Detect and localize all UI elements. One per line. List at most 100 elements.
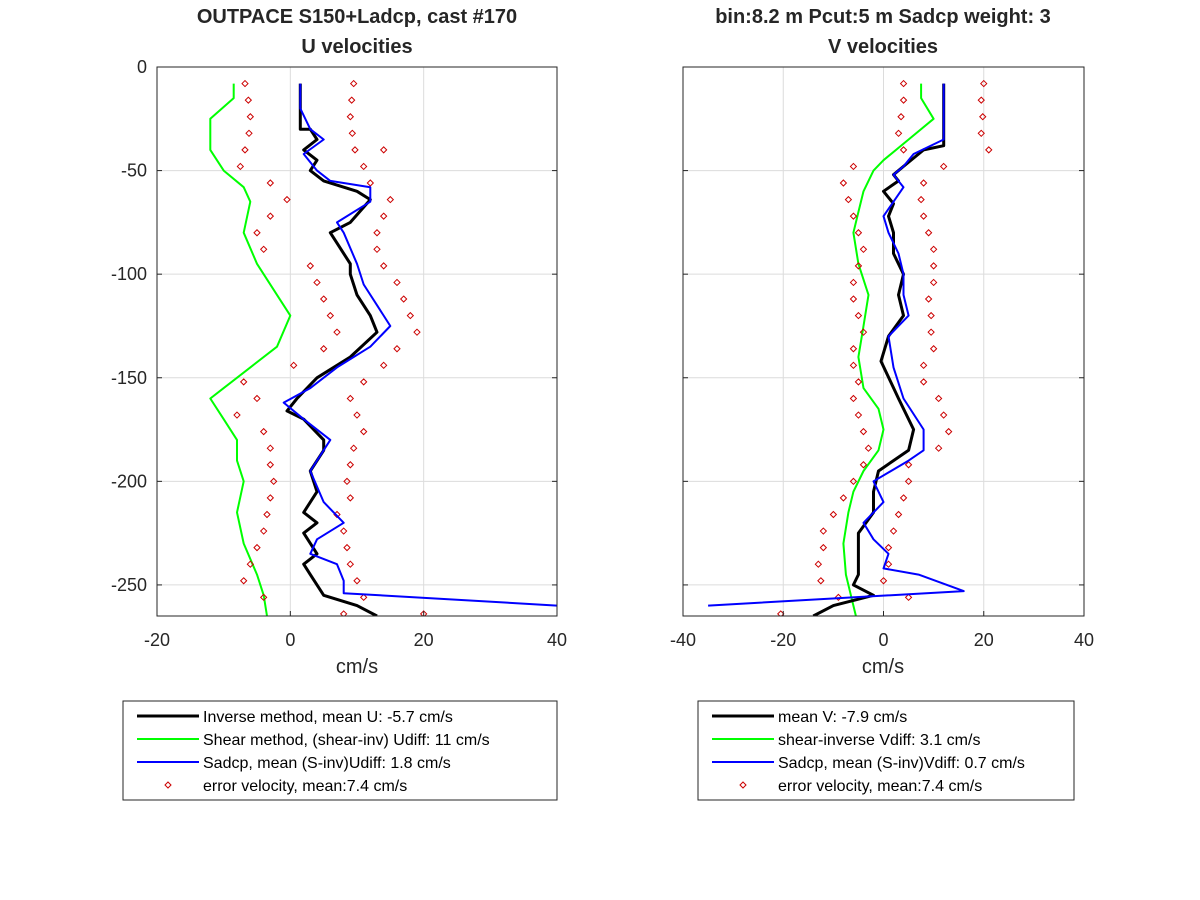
v-error-marker	[844, 195, 853, 204]
u-error-marker	[373, 245, 381, 254]
v-legend-label-0: mean V: -7.9 cm/s	[778, 709, 907, 726]
v-error-marker	[864, 444, 873, 452]
u-y-tick-label: -250	[111, 575, 147, 595]
u-error-marker	[259, 427, 268, 436]
u-error-marker	[379, 361, 388, 370]
u-error-marker	[266, 179, 275, 187]
u-error-marker	[241, 146, 249, 154]
u-error-marker	[326, 311, 335, 320]
u-error-marker	[266, 461, 275, 469]
u-error-marker	[253, 229, 261, 237]
u-error-marker	[339, 610, 348, 616]
v-error-marker	[894, 510, 903, 519]
v-error-marker	[939, 411, 948, 419]
u-x-tick-label: 40	[547, 630, 567, 650]
u-error-marker	[348, 129, 357, 138]
v-error-marker	[854, 378, 863, 386]
u-error-marker	[359, 162, 368, 171]
v-title-line2: V velocities	[828, 36, 938, 58]
u-y-tick-label: -50	[121, 161, 147, 181]
v-legend: mean V: -7.9 cm/s shear-inverse Vdiff: 3.…	[697, 700, 1075, 801]
v-error-marker	[819, 527, 828, 535]
v-legend-label-1: shear-inverse Vdiff: 3.1 cm/s	[778, 732, 980, 749]
v-error-marker	[854, 311, 863, 320]
u-title-line2: U velocities	[301, 36, 412, 58]
v-error-marker	[934, 394, 943, 403]
u-error-marker	[319, 345, 328, 353]
u-x-tick-label: 20	[414, 630, 434, 650]
u-error-marker	[353, 411, 361, 419]
u-error-marker	[333, 328, 341, 336]
u-series-line-0	[285, 83, 379, 616]
v-error-marker	[849, 295, 858, 303]
u-error-marker	[349, 79, 358, 88]
v-x-tick-label: -40	[670, 630, 696, 650]
v-error-marker	[929, 345, 938, 353]
v-x-ticks: -40 -20 0 20 40	[670, 611, 1094, 650]
u-y-tick-label: -100	[111, 264, 147, 284]
u-error-marker	[366, 179, 375, 187]
u-error-marker	[386, 195, 395, 204]
v-error-marker	[849, 212, 858, 220]
u-error-marker	[359, 427, 368, 436]
v-x-tick-label: 20	[974, 630, 994, 650]
u-error-marker	[346, 461, 355, 469]
u-error-marker	[346, 560, 355, 568]
u-error-marker	[289, 361, 298, 370]
u-error-marker	[346, 394, 355, 403]
u-error-marker	[269, 477, 278, 486]
u-y-tick-label: 0	[137, 57, 147, 77]
u-x-tick-label: 0	[285, 630, 295, 650]
u-y-tick-label: -150	[111, 368, 147, 388]
u-error-marker	[283, 195, 291, 204]
v-error-marker	[859, 427, 868, 436]
u-x-axis-label: cm/s	[336, 656, 378, 678]
v-error-marker	[977, 129, 985, 138]
u-error-marker	[313, 278, 321, 287]
u-error-marker	[399, 295, 408, 303]
u-error-marker	[259, 593, 268, 602]
v-error-marker	[839, 494, 848, 502]
v-error-marker	[859, 328, 868, 336]
v-x-tick-label: 0	[878, 630, 888, 650]
v-series-line-2	[708, 83, 965, 607]
v-plot-area	[708, 79, 993, 616]
v-error-marker	[904, 593, 913, 602]
v-grid	[683, 67, 1084, 616]
u-error-marker	[253, 394, 261, 403]
u-legend-label-1: Shear method, (shear-inv) Udiff: 11 cm/s	[203, 732, 490, 749]
u-error-marker	[353, 577, 361, 585]
v-error-marker	[924, 229, 933, 237]
v-error-marker	[849, 361, 858, 370]
u-error-marker	[236, 162, 245, 171]
u-error-marker	[259, 245, 268, 254]
v-y-ticks	[683, 66, 1084, 586]
u-error-marker	[239, 577, 248, 585]
v-error-marker	[849, 278, 858, 287]
v-error-marker	[834, 593, 843, 602]
v-error-marker	[814, 560, 823, 568]
u-error-marker	[343, 543, 351, 552]
v-error-marker	[879, 577, 888, 585]
u-error-marker	[343, 477, 351, 486]
u-error-marker	[359, 593, 368, 602]
u-legend-label-3: error velocity, mean:7.4 cm/s	[203, 778, 407, 795]
u-error-marker	[347, 96, 356, 104]
u-error-marker	[379, 212, 388, 220]
u-axes-frame	[156, 66, 558, 617]
u-error-marker	[339, 527, 348, 535]
v-error-marker	[919, 361, 928, 370]
v-series-line-1	[842, 83, 935, 616]
u-error-marker	[359, 378, 368, 386]
v-x-axis-label: cm/s	[862, 656, 904, 678]
v-error-marker	[849, 477, 858, 486]
v-error-marker	[819, 543, 828, 552]
u-error-marker	[233, 411, 241, 419]
u-y-ticks: 0 -50 -100 -150 -200 -250	[111, 57, 557, 595]
v-error-marker	[929, 262, 938, 270]
v-error-marker	[929, 278, 938, 287]
v-error-marker	[854, 262, 863, 270]
v-error-marker	[939, 162, 948, 171]
u-error-marker	[244, 96, 253, 104]
